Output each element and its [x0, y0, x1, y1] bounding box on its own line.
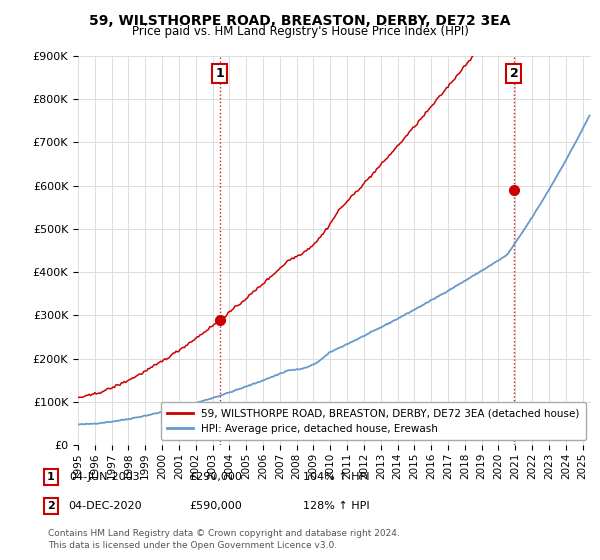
Text: 104% ↑ HPI: 104% ↑ HPI [303, 472, 369, 482]
Text: 1: 1 [215, 67, 224, 80]
Text: Contains HM Land Registry data © Crown copyright and database right 2024.: Contains HM Land Registry data © Crown c… [48, 529, 400, 538]
Text: 2: 2 [509, 67, 518, 80]
Legend: 59, WILSTHORPE ROAD, BREASTON, DERBY, DE72 3EA (detached house), HPI: Average pr: 59, WILSTHORPE ROAD, BREASTON, DERBY, DE… [161, 402, 586, 440]
Text: £590,000: £590,000 [190, 501, 242, 511]
Text: 128% ↑ HPI: 128% ↑ HPI [302, 501, 370, 511]
Text: 59, WILSTHORPE ROAD, BREASTON, DERBY, DE72 3EA: 59, WILSTHORPE ROAD, BREASTON, DERBY, DE… [89, 14, 511, 28]
Text: Price paid vs. HM Land Registry's House Price Index (HPI): Price paid vs. HM Land Registry's House … [131, 25, 469, 38]
Text: £290,000: £290,000 [190, 472, 242, 482]
Text: This data is licensed under the Open Government Licence v3.0.: This data is licensed under the Open Gov… [48, 541, 337, 550]
Text: 1: 1 [47, 472, 55, 482]
Text: 2: 2 [47, 501, 55, 511]
Text: 04-DEC-2020: 04-DEC-2020 [68, 501, 142, 511]
Text: 04-JUN-2003: 04-JUN-2003 [70, 472, 140, 482]
